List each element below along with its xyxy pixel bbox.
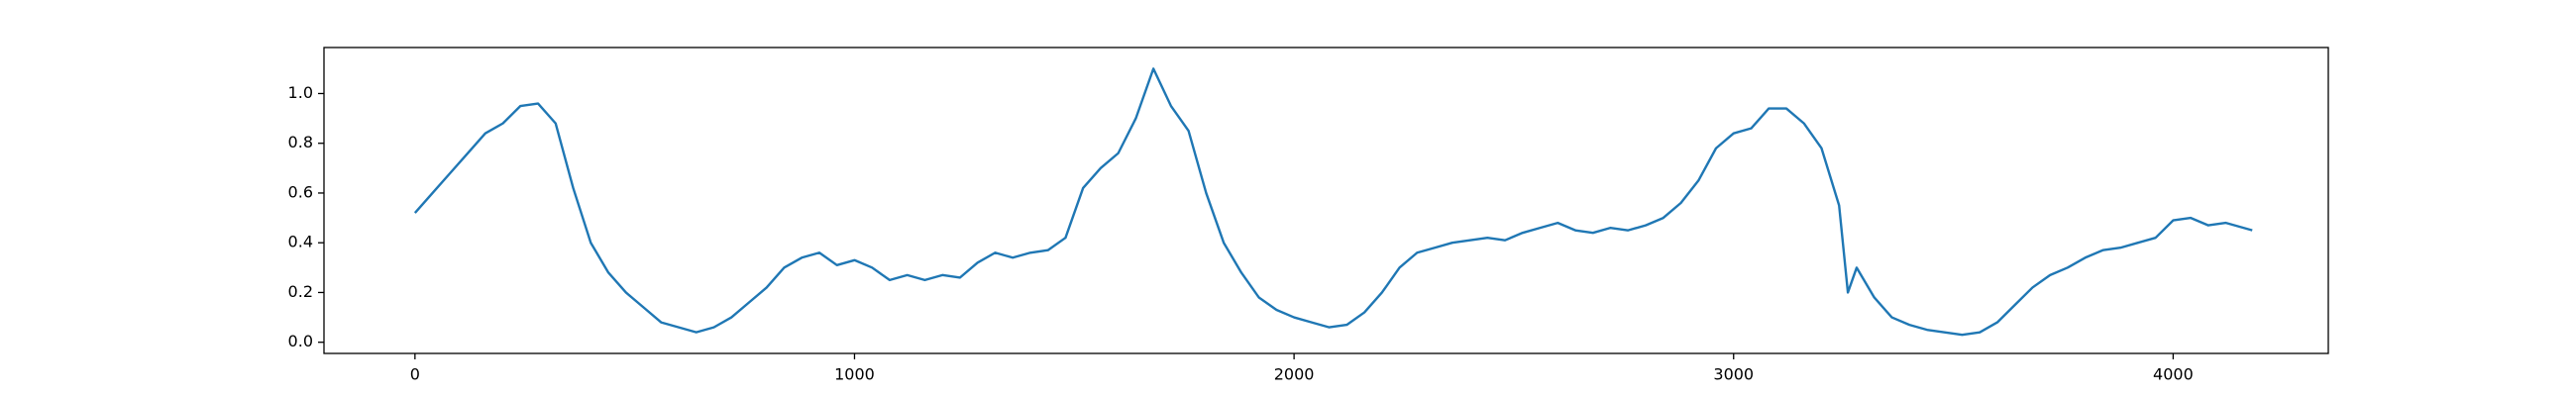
y-tick-label: 0.6 [288,182,313,201]
y-tick-label: 0.0 [288,332,313,350]
x-tick-label: 4000 [2153,365,2194,384]
y-tick-label: 0.2 [288,282,313,301]
y-tick-label: 0.8 [288,133,313,151]
x-tick-label: 1000 [834,365,875,384]
x-tick-label: 0 [410,365,420,384]
y-tick-label: 1.0 [288,83,313,102]
data-line [413,67,2253,337]
y-tick-label: 0.4 [288,233,313,251]
plot-frame [323,47,2329,354]
x-tick-label: 2000 [1274,365,1315,384]
x-tick-label: 3000 [1713,365,1754,384]
